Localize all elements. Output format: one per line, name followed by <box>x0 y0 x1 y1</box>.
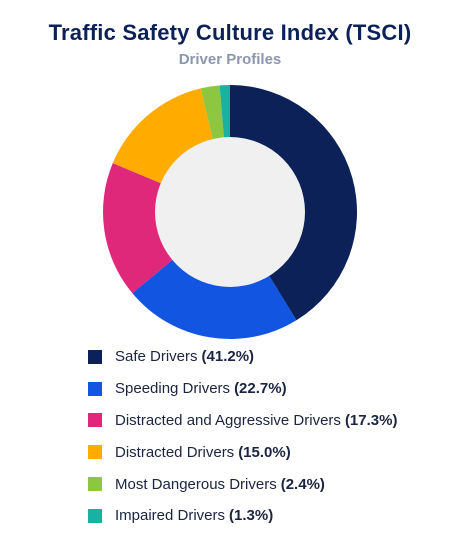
legend-label: Most Dangerous Drivers <box>115 475 277 493</box>
legend-value: (15.0%) <box>238 443 291 461</box>
chart-subtitle: Driver Profiles <box>178 51 282 68</box>
legend-label: Impaired Drivers <box>115 507 226 525</box>
donut-chart <box>103 85 357 339</box>
legend-item: Most Dangerous Drivers (2.4%) <box>88 468 397 500</box>
legend-item: Distracted Drivers (15.0%) <box>88 436 397 468</box>
legend-value: (22.7%) <box>234 380 287 398</box>
legend-label: Safe Drivers <box>115 348 198 366</box>
legend-item: Safe Drivers (41.2%) <box>88 341 397 373</box>
donut-hole <box>155 137 305 287</box>
legend-label: Distracted Drivers <box>115 443 235 461</box>
legend-label: Distracted and Aggressive Drivers <box>115 411 341 429</box>
legend-swatch <box>88 413 102 428</box>
legend-swatch <box>88 381 102 396</box>
legend-item: Speeding Drivers (22.7%) <box>88 373 397 405</box>
legend-swatch <box>88 349 102 364</box>
legend-item: Impaired Drivers (1.3%) <box>88 500 397 532</box>
legend-value: (41.2%) <box>201 348 255 366</box>
legend-swatch <box>88 508 102 523</box>
legend-swatch <box>88 445 102 460</box>
legend-value: (1.3%) <box>229 507 274 525</box>
chart-legend: Safe Drivers (41.2%) Speeding Drivers (22.7… <box>88 341 397 532</box>
chart-title: Traffic Safety Culture Index (TSCI) <box>48 20 412 45</box>
legend-swatch <box>88 477 102 492</box>
legend-item: Distracted and Aggressive Drivers (17.3%) <box>88 405 397 437</box>
legend-value: (17.3%) <box>344 411 398 429</box>
legend-value: (2.4%) <box>280 475 325 493</box>
legend-label: Speeding Drivers <box>115 380 231 398</box>
